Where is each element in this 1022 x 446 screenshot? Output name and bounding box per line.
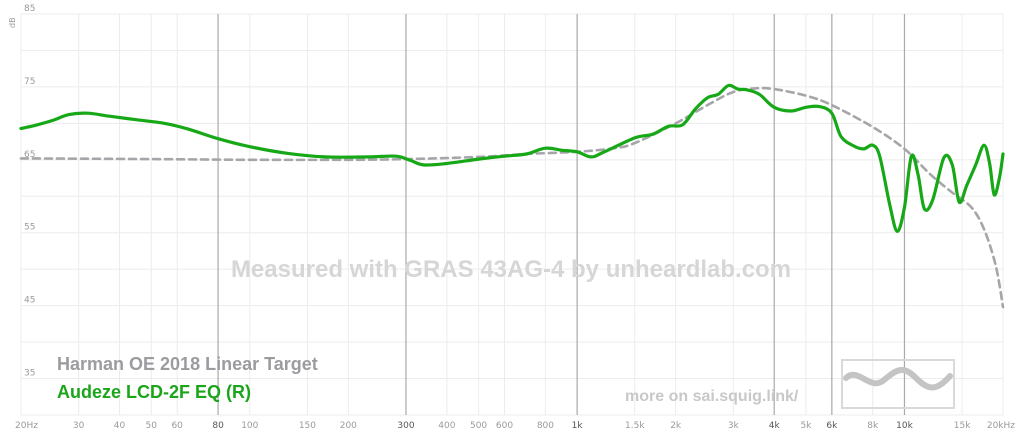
x-tick-label: 15k [954, 421, 971, 431]
grid-layer [20, 13, 1004, 416]
y-tick-label: 35 [24, 369, 35, 379]
x-tick-label: 80 [212, 421, 224, 431]
x-tick-label: 3k [728, 421, 740, 431]
x-tick-label: 500 [470, 421, 487, 431]
y-tick-label: 55 [24, 223, 35, 233]
series-layer [19, 83, 1005, 309]
series-line-harman-target[interactable] [19, 86, 1005, 309]
x-tick-label: 600 [496, 421, 513, 431]
x-tick-label: 50 [146, 421, 158, 431]
x-tick-label: 1.5k [625, 421, 645, 431]
series-line-audeze-eq[interactable] [19, 83, 1005, 233]
x-tick-label: 20Hz [15, 421, 38, 431]
legend-entry-audeze-eq[interactable]: Audeze LCD-2F EQ (R) [57, 382, 251, 402]
y-tick-label: 45 [24, 296, 35, 306]
squiggle-logo[interactable] [841, 359, 955, 409]
tick-label-layer: 35 45 55 65 75 85 20Hz 30 40 50 60 80 100 150 200 300 40… [15, 4, 1015, 431]
squiglink-footer-link[interactable]: more on sai.squig.link/ [625, 388, 799, 405]
x-tick-label: 1k [572, 421, 584, 431]
x-tick-label: 4k [769, 421, 781, 431]
y-axis-unit-label: dB [8, 17, 17, 28]
y-tick-label: 85 [24, 4, 35, 14]
x-tick-label: 5k [800, 421, 812, 431]
x-tick-label: 100 [241, 421, 258, 431]
x-tick-label: 10k [896, 421, 913, 431]
x-tick-label: 60 [171, 421, 183, 431]
legend-entry-harman-target[interactable]: Harman OE 2018 Linear Target [57, 354, 318, 374]
x-tick-label: 20kHz [987, 421, 1015, 431]
x-tick-label: 40 [114, 421, 126, 431]
watermark-text: Measured with GRAS 43AG-4 by unheardlab.… [231, 256, 791, 283]
x-tick-label: 8k [867, 421, 879, 431]
x-tick-label: 6k [826, 421, 838, 431]
x-tick-label: 800 [537, 421, 554, 431]
x-tick-label: 300 [397, 421, 414, 431]
x-tick-label: 400 [438, 421, 455, 431]
x-tick-label: 2k [670, 421, 682, 431]
x-tick-label: 30 [73, 421, 85, 431]
x-tick-label: 200 [340, 421, 357, 431]
y-tick-label: 65 [24, 150, 35, 160]
y-tick-label: 75 [24, 77, 35, 87]
x-tick-label: 150 [299, 421, 316, 431]
